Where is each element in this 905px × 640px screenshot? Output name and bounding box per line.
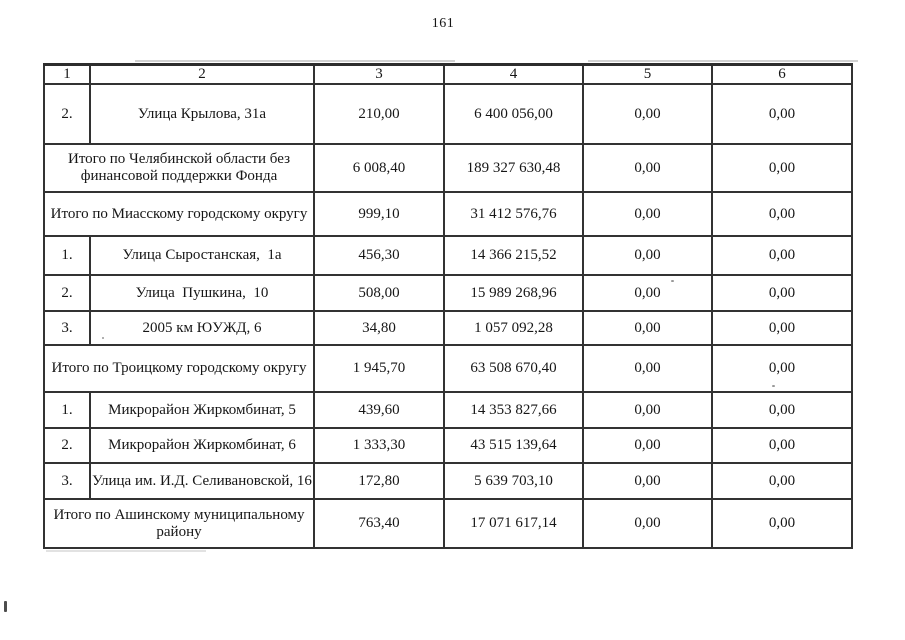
- row-number-cell: 1.: [43, 235, 91, 277]
- scan-noise-streak: [588, 60, 858, 62]
- column-header: 6: [711, 63, 853, 86]
- col3-value-cell: 439,60: [313, 391, 445, 430]
- scan-speck: [102, 337, 104, 339]
- total-label-cell: Итого по Челябинской области без финансо…: [43, 143, 315, 194]
- col6-value-cell: 0,00: [711, 462, 853, 501]
- col6-value-cell: 0,00: [711, 498, 853, 550]
- col6-value-cell: 0,00: [711, 344, 853, 394]
- total-row: Итого по Троицкому городскому округу 1 9…: [43, 344, 853, 394]
- col4-value-cell: 43 515 139,64: [443, 427, 584, 465]
- col3-value-cell: 456,30: [313, 235, 445, 277]
- col4-value-cell: 17 071 617,14: [443, 498, 584, 550]
- scan-noise-streak: [135, 60, 455, 62]
- row-number-cell: 2.: [43, 83, 91, 146]
- address-cell: Улица Крылова, 31а: [89, 83, 315, 146]
- row-number-cell: 3.: [43, 462, 91, 501]
- column-header: 3: [313, 63, 445, 86]
- col3-value-cell: 999,10: [313, 191, 445, 238]
- col3-value-cell: 763,40: [313, 498, 445, 550]
- col3-value-cell: 210,00: [313, 83, 445, 146]
- col3-value-cell: 34,80: [313, 310, 445, 347]
- column-header: 5: [582, 63, 713, 86]
- col5-value-cell: 0,00: [582, 83, 713, 146]
- total-label-cell: Итого по Троицкому городскому округу: [43, 344, 315, 394]
- col4-value-cell: 5 639 703,10: [443, 462, 584, 501]
- col3-value-cell: 1 333,30: [313, 427, 445, 465]
- col4-value-cell: 15 989 268,96: [443, 274, 584, 313]
- total-row: Итого по Миасскому городскому округу 999…: [43, 191, 853, 238]
- col5-value-cell: 0,00: [582, 427, 713, 465]
- scan-edge-artifact: [4, 601, 7, 612]
- col4-value-cell: 63 508 670,40: [443, 344, 584, 394]
- col5-value-cell: 0,00: [582, 391, 713, 430]
- col3-value-cell: 508,00: [313, 274, 445, 313]
- col3-value-cell: 1 945,70: [313, 344, 445, 394]
- scan-speck: [671, 280, 674, 282]
- address-cell: Микрорайон Жиркомбинат, 6: [89, 427, 315, 465]
- total-row: Итого по Челябинской области без финансо…: [43, 143, 853, 194]
- table-header-row: 1 2 3 4 5 6: [43, 63, 853, 86]
- col3-value-cell: 172,80: [313, 462, 445, 501]
- page-number: 161: [431, 16, 455, 31]
- address-cell: Улица им. И.Д. Селивановской, 16: [89, 462, 315, 501]
- col5-value-cell: 0,00: [582, 462, 713, 501]
- col4-value-cell: 14 366 215,52: [443, 235, 584, 277]
- col5-value-cell: 0,00: [582, 310, 713, 347]
- col3-value-cell: 6 008,40: [313, 143, 445, 194]
- col6-value-cell: 0,00: [711, 427, 853, 465]
- col4-value-cell: 31 412 576,76: [443, 191, 584, 238]
- col6-value-cell: 0,00: [711, 310, 853, 347]
- col5-value-cell: 0,00: [582, 274, 713, 313]
- column-header: 1: [43, 63, 91, 86]
- col4-value-cell: 6 400 056,00: [443, 83, 584, 146]
- col5-value-cell: 0,00: [582, 143, 713, 194]
- street-row: 1. Улица Сыростанская, 1а 456,30 14 366 …: [43, 235, 853, 277]
- col6-value-cell: 0,00: [711, 235, 853, 277]
- col5-value-cell: 0,00: [582, 235, 713, 277]
- street-row: 1. Микрорайон Жиркомбинат, 5 439,60 14 3…: [43, 391, 853, 430]
- col6-value-cell: 0,00: [711, 83, 853, 146]
- total-label-cell: Итого по Ашинскому муниципальному району: [43, 498, 315, 550]
- col6-value-cell: 0,00: [711, 391, 853, 430]
- row-number-cell: 1.: [43, 391, 91, 430]
- address-cell: Улица Сыростанская, 1а: [89, 235, 315, 277]
- street-row: 2. Улица Пушкина, 10 508,00 15 989 268,9…: [43, 274, 853, 313]
- street-row: 2. Микрорайон Жиркомбинат, 6 1 333,30 43…: [43, 427, 853, 465]
- address-cell: 2005 км ЮУЖД, 6: [89, 310, 315, 347]
- col4-value-cell: 1 057 092,28: [443, 310, 584, 347]
- row-number-cell: 2.: [43, 274, 91, 313]
- row-number-cell: 3.: [43, 310, 91, 347]
- col6-value-cell: 0,00: [711, 143, 853, 194]
- document-table: 1 2 3 4 5 6 2. Улица Крылова, 31а 210,00…: [43, 63, 853, 550]
- col4-value-cell: 189 327 630,48: [443, 143, 584, 194]
- street-row: 3. Улица им. И.Д. Селивановской, 16 172,…: [43, 462, 853, 501]
- col5-value-cell: 0,00: [582, 344, 713, 394]
- col5-value-cell: 0,00: [582, 498, 713, 550]
- street-row: 3. 2005 км ЮУЖД, 6 34,80 1 057 092,28 0,…: [43, 310, 853, 347]
- total-label-cell: Итого по Миасскому городскому округу: [43, 191, 315, 238]
- col5-value-cell: 0,00: [582, 191, 713, 238]
- row-number-cell: 2.: [43, 427, 91, 465]
- total-row: Итого по Ашинскому муниципальному району…: [43, 498, 853, 550]
- address-cell: Микрорайон Жиркомбинат, 5: [89, 391, 315, 430]
- street-row: 2. Улица Крылова, 31а 210,00 6 400 056,0…: [43, 83, 853, 146]
- col6-value-cell: 0,00: [711, 274, 853, 313]
- column-header: 2: [89, 63, 315, 86]
- scan-noise-streak: [46, 550, 206, 552]
- column-header: 4: [443, 63, 584, 86]
- col4-value-cell: 14 353 827,66: [443, 391, 584, 430]
- col6-value-cell: 0,00: [711, 191, 853, 238]
- scan-speck: [772, 385, 775, 387]
- address-cell: Улица Пушкина, 10: [89, 274, 315, 313]
